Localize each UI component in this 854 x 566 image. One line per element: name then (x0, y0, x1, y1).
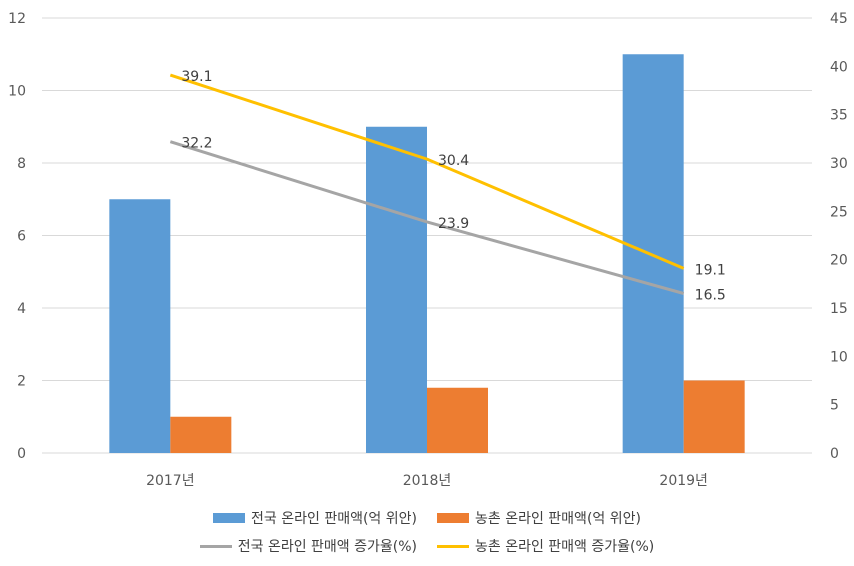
y2-tick-20: 20 (830, 253, 848, 269)
y-tick-10: 10 (8, 84, 26, 100)
y2-tick-5: 5 (830, 398, 839, 414)
y2-tick-30: 30 (830, 156, 848, 172)
bar-national-3 (622, 54, 684, 453)
right-axis-ticks: 0 5 10 15 20 25 30 35 40 45 (830, 11, 848, 462)
legend-item-rural-growth: 농촌 온라인 판매액 증가율(%) (437, 536, 654, 556)
y2-tick-45: 45 (830, 11, 848, 27)
legend-row-bars: 전국 온라인 판매액(억 위안) 농촌 온라인 판매액(억 위안) (0, 508, 854, 528)
bar-rural-1 (170, 416, 232, 453)
line-rural-growth (169, 73, 685, 270)
y2-tick-15: 15 (830, 301, 848, 317)
x-tick-3: 2019년 (659, 473, 708, 489)
bar-national-1 (109, 199, 171, 453)
data-label-rural-growth-1: 39.1 (181, 69, 212, 85)
legend-swatch-national-growth (199, 544, 232, 548)
y-tick-4: 4 (17, 301, 26, 317)
legend-swatch-rural-sales (437, 513, 469, 523)
legend-item-national-growth: 전국 온라인 판매액 증가율(%) (199, 536, 417, 556)
legend-item-national-sales: 전국 온라인 판매액(억 위안) (213, 508, 417, 528)
y-tick-8: 8 (17, 156, 26, 172)
y-tick-12: 12 (8, 11, 26, 27)
data-label-rural-growth-2: 30.4 (438, 153, 469, 169)
bars (109, 54, 745, 453)
legend-swatch-rural-growth (437, 544, 469, 548)
legend-row-lines: 전국 온라인 판매액 증가율(%) 농촌 온라인 판매액 증가율(%) (0, 536, 854, 556)
bar-rural-3 (683, 380, 745, 453)
legend-item-rural-sales: 농촌 온라인 판매액(억 위안) (437, 508, 641, 528)
data-label-national-growth-3: 16.5 (695, 288, 726, 304)
bar-national-2 (366, 126, 427, 453)
line-national-growth (169, 140, 685, 295)
x-tick-2: 2018년 (403, 473, 452, 489)
data-label-national-growth-1: 32.2 (181, 136, 212, 152)
data-label-national-growth-2: 23.9 (438, 216, 469, 232)
left-axis-ticks: 0 2 4 6 8 10 12 (8, 11, 26, 462)
bar-rural-2 (427, 387, 488, 453)
data-label-rural-growth-3: 19.1 (695, 262, 726, 278)
y-tick-6: 6 (17, 229, 26, 245)
data-labels: 32.2 23.9 16.5 39.1 30.4 19.1 (181, 69, 726, 303)
y2-tick-25: 25 (830, 204, 848, 220)
category-axis-ticks: 2017년 2018년 2019년 (146, 473, 708, 489)
y2-tick-10: 10 (830, 349, 848, 365)
legend-label-rural-growth: 농촌 온라인 판매액 증가율(%) (475, 539, 655, 555)
legend-label-national-sales: 전국 온라인 판매액(억 위안) (251, 511, 417, 527)
y2-tick-35: 35 (830, 108, 848, 124)
x-tick-1: 2017년 (146, 473, 195, 489)
y-tick-0: 0 (17, 446, 26, 462)
y-tick-2: 2 (17, 374, 26, 390)
legend-swatch-national-sales (213, 513, 246, 523)
lines (169, 73, 685, 295)
y2-tick-0: 0 (830, 446, 839, 462)
y2-tick-40: 40 (830, 59, 848, 75)
legend-label-national-growth: 전국 온라인 판매액 증가율(%) (237, 539, 417, 555)
legend-label-rural-sales: 농촌 온라인 판매액(억 위안) (475, 511, 641, 527)
